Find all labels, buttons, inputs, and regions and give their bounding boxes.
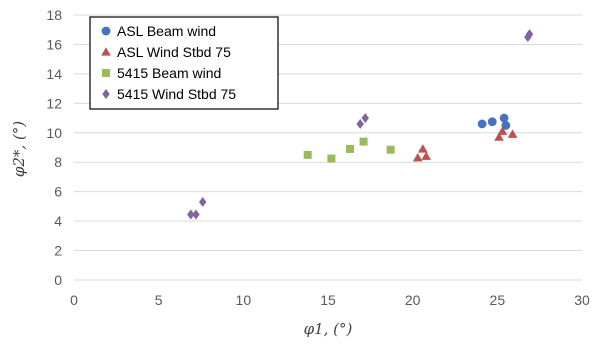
data-point [507, 129, 518, 138]
x-tick-label: 10 [236, 292, 252, 308]
data-point [359, 137, 368, 146]
x-tick-label: 30 [574, 292, 590, 308]
data-point [198, 197, 207, 207]
y-tick-label: 10 [46, 125, 62, 141]
y-tick-label: 16 [46, 36, 62, 52]
y-tick-label: 4 [54, 213, 62, 229]
legend-label: 5415 Wind Stbd 75 [117, 86, 236, 102]
y-tick-label: 18 [46, 7, 62, 23]
data-point [356, 118, 364, 129]
y-tick-label: 8 [54, 154, 62, 170]
data-point [494, 132, 504, 141]
data-points [187, 29, 534, 220]
data-point [303, 150, 312, 159]
legend: ASL Beam wind ASL Wind Stbd 75 5415 Beam w… [89, 16, 279, 110]
y-tick-label: 0 [54, 272, 62, 288]
y-axis-title: φ2*, (°) [10, 121, 28, 177]
data-point [501, 121, 511, 130]
y-tick-label: 2 [54, 243, 62, 259]
data-point [412, 153, 423, 162]
data-point [421, 151, 432, 160]
x-tick-label: 0 [70, 292, 78, 308]
y-axis-ticks: 0 2 4 6 8 10 12 14 16 18 [46, 7, 62, 288]
data-point [487, 117, 497, 127]
data-point [386, 145, 395, 154]
data-point [477, 119, 487, 129]
x-tick-label: 25 [490, 292, 506, 308]
legend-label: ASL Wind Stbd 75 [117, 44, 231, 60]
x-tick-label: 15 [320, 292, 336, 308]
data-point [101, 26, 111, 36]
data-point [101, 47, 111, 56]
x-tick-label: 5 [155, 292, 163, 308]
data-point [346, 144, 355, 153]
legend-label: ASL Beam wind [117, 23, 216, 39]
data-point [361, 113, 369, 124]
data-point [187, 209, 195, 220]
y-tick-label: 14 [46, 66, 62, 82]
data-point [418, 144, 428, 153]
data-point [525, 29, 534, 40]
data-point [102, 69, 110, 77]
data-point [327, 154, 336, 163]
y-tick-label: 6 [54, 184, 62, 200]
data-point [499, 113, 509, 123]
data-point [192, 209, 200, 220]
x-axis-ticks: 0 5 10 15 20 25 30 [70, 292, 590, 308]
legend-label: 5415 Beam wind [117, 65, 221, 81]
legend-box [89, 16, 279, 110]
data-point [497, 126, 508, 135]
data-point [102, 89, 110, 99]
x-axis-title: φ1, (°) [304, 320, 353, 338]
y-tick-label: 12 [46, 95, 62, 111]
x-tick-label: 20 [405, 292, 421, 308]
